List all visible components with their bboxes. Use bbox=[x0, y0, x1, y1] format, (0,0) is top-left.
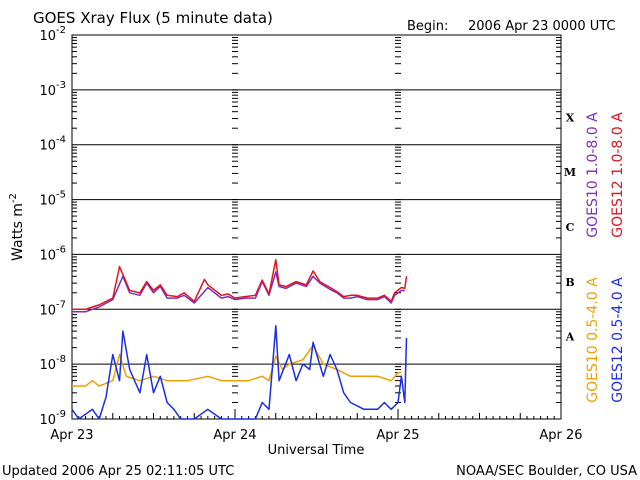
credit-text: NOAA/SEC Boulder, CO USA bbox=[456, 464, 637, 479]
series-line-goes10-long bbox=[72, 271, 405, 313]
y-axis-ticks bbox=[72, 37, 561, 403]
y-tick-label: 10-2 bbox=[39, 25, 66, 44]
x-tick-label: Apr 26 bbox=[539, 428, 582, 443]
y-tick-label: 10-8 bbox=[39, 354, 66, 373]
x-axis-title: Universal Time bbox=[268, 443, 365, 458]
y-tick-base: 10 bbox=[39, 29, 56, 44]
y-tick-base: 10 bbox=[39, 358, 56, 373]
y-tick-exponent: -6 bbox=[56, 244, 66, 255]
flare-class-label: A bbox=[565, 331, 575, 344]
x-tick-label: Apr 25 bbox=[376, 428, 419, 443]
x-tick-label: Apr 23 bbox=[50, 428, 93, 443]
x-tick-label: Apr 24 bbox=[213, 428, 256, 443]
plot-area bbox=[71, 34, 562, 420]
x-axis-labels: Apr 23 Apr 24 Apr 25 Apr 26 bbox=[50, 428, 582, 443]
y-tick-label: 10-3 bbox=[39, 80, 66, 99]
y-tick-exponent: -7 bbox=[56, 299, 66, 310]
y-tick-exponent: -5 bbox=[56, 190, 66, 201]
y-tick-base: 10 bbox=[39, 413, 56, 428]
flare-class-label: X bbox=[566, 111, 575, 124]
y-tick-label: 10-6 bbox=[39, 244, 66, 263]
y-tick-base: 10 bbox=[39, 84, 56, 99]
begin-label: Begin: bbox=[407, 19, 448, 34]
y-tick-base: 10 bbox=[39, 194, 56, 209]
y-tick-exponent: -9 bbox=[56, 409, 66, 420]
series-line-goes12-long bbox=[72, 258, 408, 311]
y-tick-label: 10-9 bbox=[39, 409, 66, 428]
y-axis-title-exponent: -2 bbox=[8, 193, 19, 203]
legend: GOES10 1.0-8.0 A GOES12 1.0-8.0 A GOES10 0… bbox=[585, 112, 626, 403]
y-axis-labels: 10-210-310-410-510-610-710-810-9 bbox=[39, 25, 66, 428]
horizontal-grid bbox=[72, 89, 561, 365]
chart-title: GOES Xray Flux (5 minute data) bbox=[33, 9, 273, 27]
y-tick-label: 10-5 bbox=[39, 190, 66, 209]
x-axis-ticks bbox=[71, 409, 562, 419]
y-tick-label: 10-7 bbox=[39, 299, 66, 318]
series-line-goes12-short bbox=[71, 325, 408, 420]
y-tick-base: 10 bbox=[39, 303, 56, 318]
y-tick-exponent: -3 bbox=[56, 80, 66, 91]
y-tick-exponent: -8 bbox=[56, 354, 66, 365]
begin-value: 2006 Apr 23 0000 UTC bbox=[468, 19, 616, 34]
legend-entry: GOES10 1.0-8.0 A bbox=[585, 112, 601, 238]
flare-class-label: C bbox=[566, 221, 575, 234]
vertical-grid bbox=[232, 37, 401, 420]
legend-entry: GOES10 0.5-4.0 A bbox=[585, 277, 601, 403]
legend-entry: GOES12 1.0-8.0 A bbox=[610, 112, 626, 238]
series-line-goes10-short bbox=[72, 344, 402, 387]
legend-entry: GOES12 0.5-4.0 A bbox=[610, 277, 626, 403]
updated-timestamp: Updated 2006 Apr 25 02:11:05 UTC bbox=[2, 464, 234, 479]
y-tick-label: 10-4 bbox=[39, 135, 66, 154]
y-tick-base: 10 bbox=[39, 139, 56, 154]
flare-class-label: B bbox=[565, 276, 574, 289]
y-axis-title: Watts m-2 bbox=[8, 193, 26, 261]
series-layer bbox=[71, 258, 408, 420]
flare-class-label: M bbox=[564, 166, 576, 179]
flare-class-labels: X M C B A bbox=[564, 111, 576, 343]
y-tick-base: 10 bbox=[39, 248, 56, 263]
y-tick-exponent: -2 bbox=[56, 25, 66, 36]
y-tick-exponent: -4 bbox=[56, 135, 66, 146]
y-axis-title-text: Watts m bbox=[10, 203, 26, 261]
